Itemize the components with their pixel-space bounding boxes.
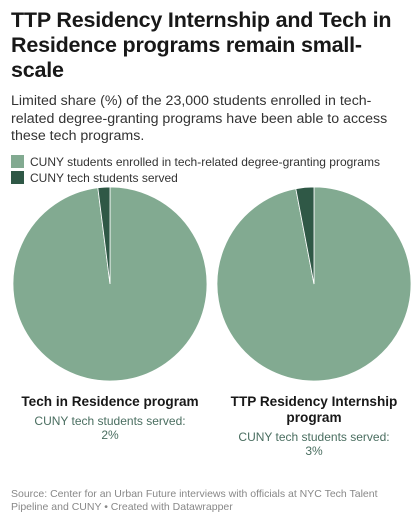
charts-area: Tech in Residence program CUNY tech stud… xyxy=(0,186,420,476)
chart-subtitle: Limited share (%) of the 23,000 students… xyxy=(11,93,388,144)
chart-header: TTP Residency Internship and Tech in Res… xyxy=(11,8,411,186)
pie-slice-served-1 xyxy=(295,186,315,285)
pie-chart-tech-in-residence: Tech in Residence program CUNY tech stud… xyxy=(10,186,210,442)
pie-svg-ttp-residency xyxy=(216,186,412,382)
pie-chart-ttp-residency: TTP Residency Internship program CUNY te… xyxy=(214,186,414,458)
legend-swatch-enrolled xyxy=(11,155,24,168)
pie-label-tech-in-residence: CUNY tech students served: xyxy=(34,414,186,428)
legend-swatch-served xyxy=(11,171,24,184)
legend-item-enrolled: CUNY students enrolled in tech-related d… xyxy=(11,154,411,170)
pie-slice-served-0 xyxy=(97,186,111,285)
pie-title-tech-in-residence: Tech in Residence program xyxy=(21,394,199,409)
legend-item-served: CUNY tech students served xyxy=(11,170,411,186)
pie-value-tech-in-residence: 2% xyxy=(101,428,119,442)
pie-title-ttp-residency: TTP Residency Internship program xyxy=(230,394,398,425)
pie-svg-tech-in-residence xyxy=(12,186,208,382)
chart-title: TTP Residency Internship and Tech in Res… xyxy=(11,8,392,82)
legend-label-enrolled: CUNY students enrolled in tech-related d… xyxy=(30,154,380,169)
pie-value-ttp-residency: 3% xyxy=(305,444,323,458)
source-footer: Source: Center for an Urban Future inter… xyxy=(11,488,378,513)
pie-label-ttp-residency: CUNY tech students served: xyxy=(238,430,390,444)
legend-label-served: CUNY tech students served xyxy=(30,170,178,185)
legend: CUNY students enrolled in tech-related d… xyxy=(11,154,411,186)
